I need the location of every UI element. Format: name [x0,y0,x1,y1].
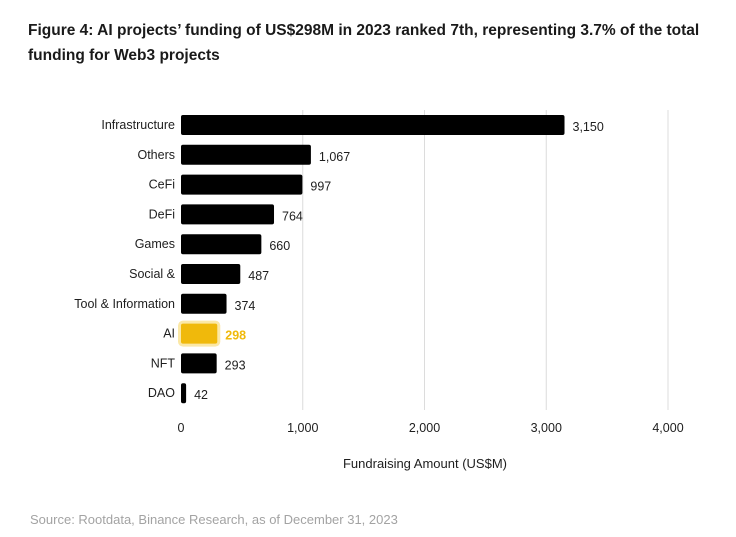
x-tick-label: 2,000 [409,421,440,435]
x-tick-label: 3,000 [531,421,562,435]
x-tick-label: 4,000 [652,421,683,435]
bar [181,204,275,225]
x-tick-label: 0 [178,421,185,435]
value-label: 997 [310,180,331,194]
category-label: DeFi [149,207,175,221]
bar [181,174,303,195]
bar-chart: Infrastructure Others CeFi DeFi Games Social … [74,110,684,471]
value-label: 3,150 [573,120,604,134]
category-label: AI [163,327,175,341]
x-axis-title: Fundraising Amount (US$M) [343,456,507,471]
bar [181,234,262,255]
value-label: 42 [194,388,208,402]
bar [181,353,217,374]
value-labels: 3,150 1,067 997 764 660 487 374 298 293 42 [194,120,604,402]
category-label: DAO [148,386,175,400]
x-axis-tick-labels: 0 1,000 2,000 3,000 4,000 [178,421,684,435]
bar [181,323,218,344]
category-label: Games [135,237,175,251]
category-label: Infrastructure [101,118,175,132]
value-label: 660 [269,239,290,253]
value-label: 293 [225,358,246,372]
x-tick-label: 1,000 [287,421,318,435]
category-label: Social & [129,267,176,281]
bar [181,115,565,135]
value-label: 1,067 [319,150,350,164]
bar [181,383,187,404]
gridlines [302,110,669,410]
value-label: 487 [248,269,269,283]
category-label: NFT [151,356,176,370]
category-labels: Infrastructure Others CeFi DeFi Games Social … [74,118,175,400]
category-label: CeFi [149,178,175,192]
bar [181,264,241,284]
value-label: 298 [225,329,246,343]
value-label: 374 [235,299,256,313]
bar [181,293,227,314]
value-label: 764 [282,209,303,223]
bars [178,115,565,404]
category-label: Tool & Information [74,297,175,311]
bar [181,144,311,165]
category-label: Others [137,148,175,162]
chart-title: Figure 4: AI projects’ funding of US$298… [28,22,700,64]
source-note: Source: Rootdata, Binance Research, as o… [30,512,398,527]
